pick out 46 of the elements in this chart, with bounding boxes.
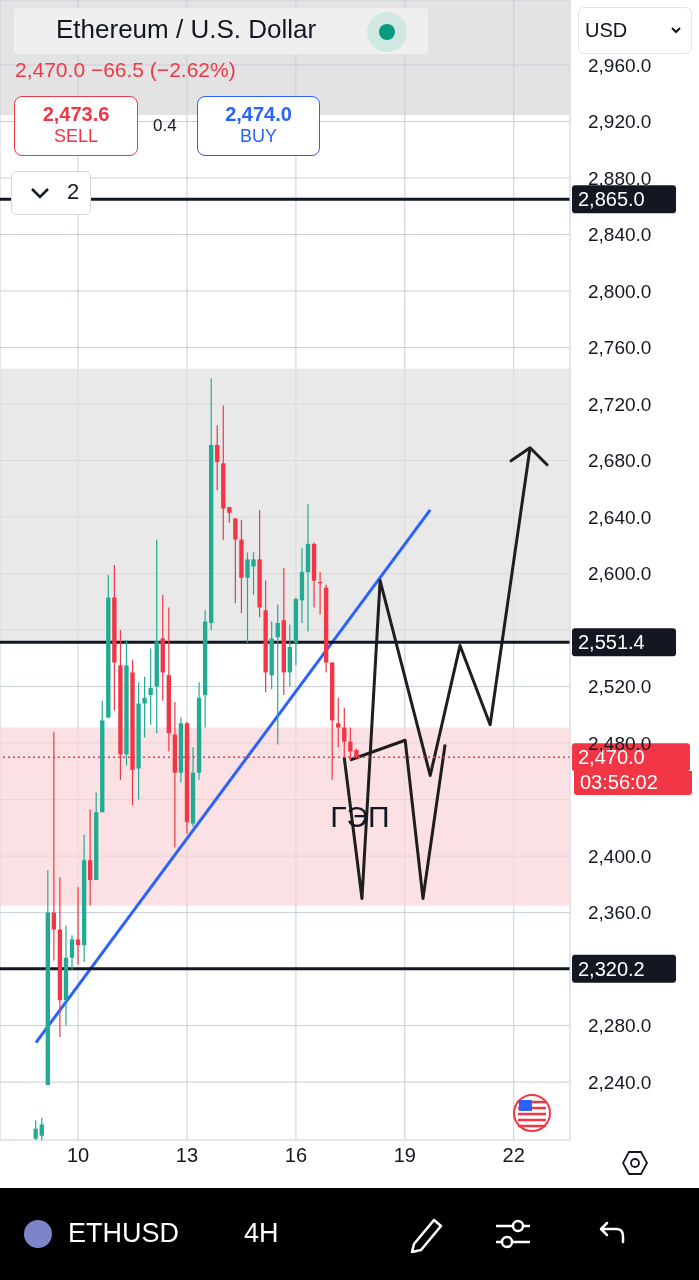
y-tick-label: 2,880.0 bbox=[588, 167, 652, 189]
x-tick-label: 19 bbox=[393, 1144, 416, 1167]
annotation: 2,474.0 bbox=[224, 103, 293, 126]
x-tick-label: 22 bbox=[502, 1144, 525, 1167]
candlestick bbox=[87, 808, 93, 907]
y-tick-label: 2,240.0 bbox=[588, 1071, 652, 1093]
y-tick-label: 2,680.0 bbox=[588, 450, 652, 472]
candlestick bbox=[275, 604, 280, 746]
annotation: 2 bbox=[67, 179, 80, 205]
y-tick-label: 2,960.0 bbox=[588, 54, 652, 76]
y-tick-label: 2,920.0 bbox=[588, 111, 652, 133]
y-tick-label: 2,400.0 bbox=[588, 845, 652, 867]
candlestick bbox=[215, 424, 220, 491]
annotation: 2,470.0 −66.5 (−2.62%) bbox=[15, 58, 236, 82]
text: 03:56:02 bbox=[574, 771, 692, 795]
candlestick bbox=[75, 886, 81, 966]
text: Ethereum / U.S. Dollar bbox=[56, 14, 317, 45]
annotation: SELL bbox=[52, 126, 99, 147]
x-tick-label: 13 bbox=[175, 1144, 199, 1167]
ref-line-label: 2,865.0 bbox=[578, 188, 645, 211]
text: USD bbox=[585, 19, 628, 42]
y-tick-label: 2,600.0 bbox=[588, 563, 652, 585]
candlestick bbox=[33, 1119, 38, 1140]
candlestick bbox=[69, 934, 75, 972]
y-tick-label: 2,800.0 bbox=[588, 280, 652, 302]
candlestick bbox=[233, 517, 238, 604]
y-tick-label: 2,360.0 bbox=[588, 902, 652, 924]
candlestick bbox=[148, 647, 153, 726]
y-tick-label: 2,720.0 bbox=[588, 393, 652, 415]
candlestick bbox=[142, 676, 147, 738]
ref-line-label: 2,320.2 bbox=[578, 957, 645, 980]
y-tick-label: 2,520.0 bbox=[588, 676, 652, 698]
y-tick-label: 2,840.0 bbox=[588, 224, 652, 246]
x-tick-label: 16 bbox=[284, 1144, 308, 1167]
ref-line-label: 2,551.4 bbox=[578, 631, 645, 654]
y-tick-label: 2,640.0 bbox=[588, 506, 652, 528]
x-tick-label: 10 bbox=[66, 1144, 90, 1167]
y-tick-label: 2,760.0 bbox=[588, 337, 652, 359]
candlestick bbox=[336, 697, 341, 748]
y-tick-label: 2,280.0 bbox=[588, 1015, 652, 1037]
annotation: 0.4 bbox=[153, 116, 177, 136]
text: 4H bbox=[244, 1218, 279, 1249]
text: ETHUSD bbox=[68, 1218, 180, 1249]
annotation: BUY bbox=[239, 126, 278, 147]
candlestick bbox=[39, 1116, 44, 1140]
annotation: 2,473.6 bbox=[41, 103, 111, 126]
